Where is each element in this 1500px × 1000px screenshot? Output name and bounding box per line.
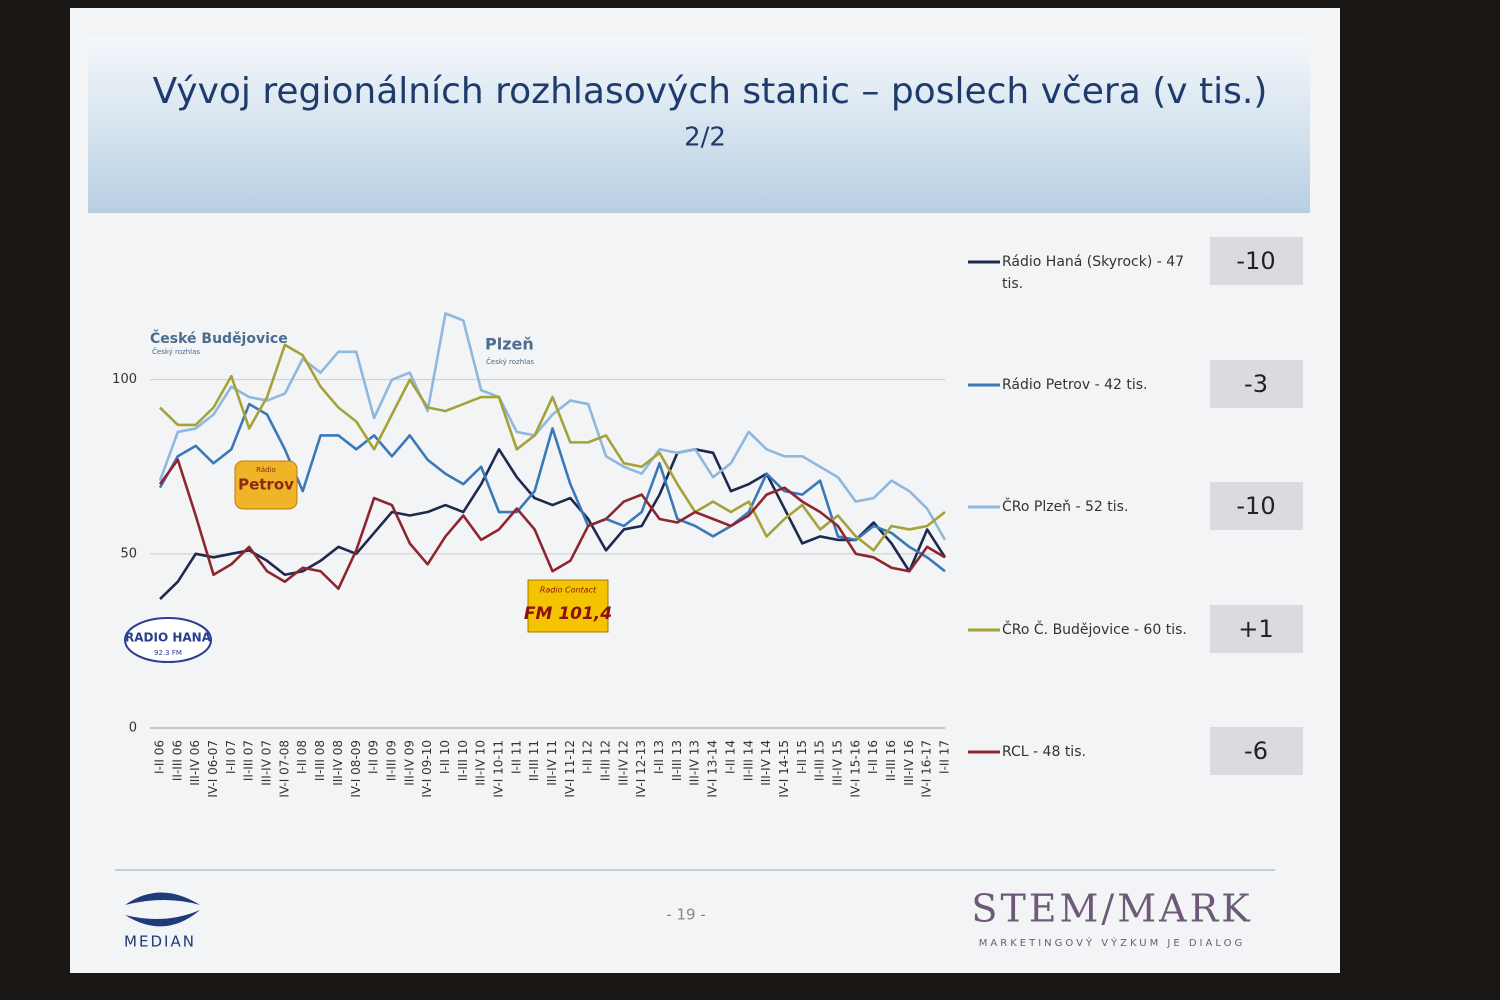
x-tick-label: III-IV 09	[402, 740, 416, 786]
annotation: Český rozhlas	[152, 347, 200, 356]
x-tick-label: III-IV 11	[545, 740, 559, 786]
legend-label: RCL - 48 tis.	[1002, 744, 1086, 760]
legend-label: Rádio Haná (Skyrock) - 47 tis.	[1002, 254, 1185, 292]
x-tick-label: I-II 08	[295, 740, 309, 774]
change-box	[1210, 482, 1303, 530]
annotation: FM 101,4	[524, 604, 612, 624]
x-tick-label: III-IV 08	[331, 740, 345, 786]
chart-title: Vývoj regionálních rozhlasových stanic –…	[153, 71, 1268, 112]
annotation: Český rozhlas	[486, 357, 534, 366]
x-tick-label: I-II 17	[938, 740, 952, 774]
x-tick-label: IV-I 12-13	[634, 740, 648, 798]
annotation: RADIO HANÁ	[125, 630, 212, 645]
x-tick-label: III-IV 15	[830, 740, 844, 786]
x-tick-label: II-III 11	[527, 740, 541, 781]
logo-box	[124, 617, 212, 663]
x-tick-label: II-III 08	[313, 740, 327, 781]
annotation: Rádio	[256, 466, 276, 474]
x-tick-label: III-IV 07	[260, 740, 274, 786]
change-box	[1210, 360, 1303, 408]
median-logo-mark	[125, 892, 200, 927]
x-tick-label: IV-I 08-09	[349, 740, 363, 798]
y-tick-label: 100	[112, 372, 137, 387]
y-tick-label: 0	[129, 721, 137, 736]
x-tick-label: IV-I 11-12	[563, 740, 577, 798]
legend-label: ČRo Plzeň - 52 tis.	[1002, 499, 1129, 515]
series-line	[159, 343, 946, 552]
x-tick-label: III-IV 12	[616, 740, 630, 786]
x-tick-label: III-IV 14	[759, 740, 773, 786]
x-tick-label: II-III 13	[670, 740, 684, 781]
logo-box	[527, 579, 609, 633]
legend-label: ČRo Č. Budějovice - 60 tis.	[1002, 622, 1187, 638]
x-tick-label: III-IV 06	[188, 740, 202, 786]
change-label: +1	[1238, 615, 1273, 643]
x-tick-label: IV-I 16-17	[920, 740, 934, 798]
x-tick-label: I-II 06	[153, 740, 167, 774]
series-line	[158, 458, 946, 590]
footer-tagline: MARKETINGOVÝ VÝZKUM JE DIALOG	[979, 936, 1245, 949]
x-tick-label: II-III 16	[884, 740, 898, 781]
x-tick-label: III-IV 10	[474, 740, 488, 786]
page-number: - 19 -	[666, 906, 705, 924]
logo-box	[234, 460, 298, 510]
x-tick-label: I-II 12	[581, 740, 595, 774]
change-label: -6	[1244, 737, 1268, 765]
x-tick-label: II-III 09	[384, 740, 398, 781]
footer-logo: STEM/MARK	[971, 887, 1252, 931]
x-tick-label: I-II 14	[723, 740, 737, 774]
x-tick-label: IV-I 14-15	[777, 740, 791, 798]
annotation: České Budějovice	[150, 329, 288, 347]
x-tick-label: III-IV 16	[902, 740, 916, 786]
x-tick-label: IV-I 07-08	[277, 740, 291, 798]
change-box	[1210, 605, 1303, 653]
series-line	[159, 448, 947, 601]
x-tick-label: I-II 10	[438, 740, 452, 774]
x-tick-label: I-II 15	[795, 740, 809, 774]
x-tick-label: III-IV 13	[688, 740, 702, 786]
legend-label: Rádio Petrov - 42 tis.	[1002, 377, 1148, 393]
x-tick-label: IV-I 15-16	[848, 740, 862, 798]
x-tick-label: II-III 15	[813, 740, 827, 781]
change-label: -3	[1244, 370, 1268, 398]
change-label: -10	[1236, 247, 1275, 275]
x-tick-label: I-II 09	[367, 740, 381, 774]
change-box	[1210, 727, 1303, 775]
series-line	[158, 312, 947, 541]
x-tick-label: IV-I 10-11	[491, 740, 505, 798]
change-box	[1210, 237, 1303, 285]
x-tick-label: II-III 10	[456, 740, 470, 781]
x-tick-label: II-III 07	[242, 740, 256, 781]
x-tick-label: I-II 11	[509, 740, 523, 774]
station-logos: České Budějovice Český rozhlas Plzeň Čes…	[124, 329, 612, 663]
annotation: Plzeň	[485, 335, 534, 354]
annotation: Radio Contact	[540, 586, 597, 595]
x-tick-label: IV-I 13-14	[706, 740, 720, 798]
y-tick-label: 50	[120, 546, 137, 561]
x-tick-label: I-II 07	[224, 740, 238, 774]
annotation: Petrov	[238, 476, 294, 494]
slide-header	[88, 38, 1310, 213]
x-tick-label: I-II 13	[652, 740, 666, 774]
x-tick-label: II-III 12	[599, 740, 613, 781]
annotation: 92.3 FM	[154, 649, 182, 657]
chart-subtitle: 2/2	[684, 123, 726, 153]
x-tick-label: II-III 14	[741, 740, 755, 781]
x-tick-label: II-III 06	[170, 740, 184, 781]
x-tick-label: IV-I 09-10	[420, 740, 434, 798]
x-tick-label: I-II 16	[866, 740, 880, 774]
x-tick-label: IV-I 06-07	[206, 740, 220, 798]
footer-logo: MEDIAN	[124, 933, 196, 951]
change-label: -10	[1236, 492, 1275, 520]
